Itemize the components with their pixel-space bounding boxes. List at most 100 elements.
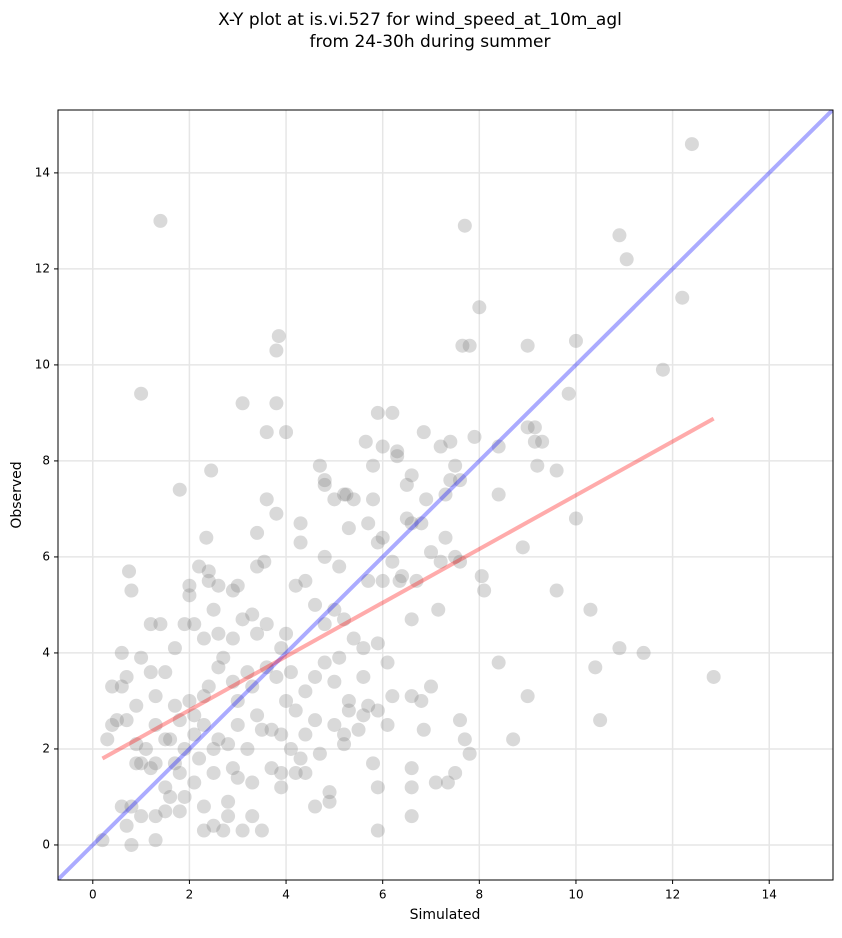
point xyxy=(158,804,173,819)
point xyxy=(105,679,120,694)
point xyxy=(148,689,163,704)
point xyxy=(134,650,149,665)
point xyxy=(416,722,431,737)
point xyxy=(240,741,255,756)
point xyxy=(448,458,463,473)
point xyxy=(245,775,260,790)
point xyxy=(675,290,690,305)
point xyxy=(370,823,385,838)
y-tick-label: 14 xyxy=(35,165,50,179)
point xyxy=(358,434,373,449)
point xyxy=(274,780,289,795)
y-tick-label: 2 xyxy=(42,741,50,755)
point xyxy=(527,434,542,449)
point xyxy=(114,645,129,660)
point xyxy=(409,573,424,588)
point xyxy=(375,530,390,545)
point xyxy=(122,564,137,579)
point xyxy=(134,756,149,771)
point xyxy=(568,511,583,526)
point xyxy=(322,785,337,800)
point xyxy=(269,669,284,684)
point xyxy=(298,727,313,742)
point xyxy=(684,137,699,152)
y-tick-label: 8 xyxy=(42,453,50,467)
point xyxy=(124,799,139,814)
point xyxy=(404,780,419,795)
point xyxy=(211,660,226,675)
point xyxy=(327,674,342,689)
point xyxy=(199,530,214,545)
point xyxy=(167,756,182,771)
x-tick-label: 10 xyxy=(568,888,583,902)
point xyxy=(196,823,211,838)
point xyxy=(431,602,446,617)
point xyxy=(177,789,192,804)
point xyxy=(443,434,458,449)
point xyxy=(337,737,352,752)
point xyxy=(129,698,144,713)
point xyxy=(250,525,265,540)
point xyxy=(332,559,347,574)
point xyxy=(370,636,385,651)
point xyxy=(655,362,670,377)
point xyxy=(395,569,410,584)
point xyxy=(257,554,272,569)
plot-frame xyxy=(57,109,834,881)
point xyxy=(230,693,245,708)
ticks: 0 2 4 6 8 10 12 14 0 2 4 6 8 10 12 14 xyxy=(35,165,777,901)
point xyxy=(201,679,216,694)
point xyxy=(448,549,463,564)
point xyxy=(235,396,250,411)
point xyxy=(177,617,192,632)
point xyxy=(298,765,313,780)
point xyxy=(259,425,274,440)
point xyxy=(380,717,395,732)
point xyxy=(332,650,347,665)
point xyxy=(308,669,323,684)
point xyxy=(172,713,187,728)
point xyxy=(129,756,144,771)
point xyxy=(187,727,202,742)
point xyxy=(385,405,400,420)
point xyxy=(636,645,651,660)
point xyxy=(317,477,332,492)
point xyxy=(706,669,721,684)
point xyxy=(356,708,371,723)
point xyxy=(424,679,439,694)
point xyxy=(527,420,542,435)
point xyxy=(230,717,245,732)
y-tick-label: 6 xyxy=(42,549,50,563)
point xyxy=(312,746,327,761)
point xyxy=(317,549,332,564)
point xyxy=(95,833,110,848)
point xyxy=(433,554,448,569)
point xyxy=(269,396,284,411)
point xyxy=(221,737,236,752)
point xyxy=(327,492,342,507)
point xyxy=(124,837,139,852)
point xyxy=(119,669,134,684)
point xyxy=(346,492,361,507)
x-axis-label: Simulated xyxy=(410,907,481,923)
grid xyxy=(58,110,833,880)
point xyxy=(182,588,197,603)
point xyxy=(462,746,477,761)
point xyxy=(163,732,178,747)
point xyxy=(317,655,332,670)
point xyxy=(619,252,634,267)
point xyxy=(317,617,332,632)
point xyxy=(100,732,115,747)
y-axis-label: Observed xyxy=(9,461,25,528)
point xyxy=(235,823,250,838)
point xyxy=(274,765,289,780)
point xyxy=(114,679,129,694)
x-tick-label: 14 xyxy=(762,888,777,902)
point xyxy=(491,439,506,454)
point xyxy=(428,775,443,790)
point xyxy=(250,626,265,641)
point xyxy=(366,756,381,771)
point xyxy=(134,809,149,824)
point xyxy=(341,703,356,718)
